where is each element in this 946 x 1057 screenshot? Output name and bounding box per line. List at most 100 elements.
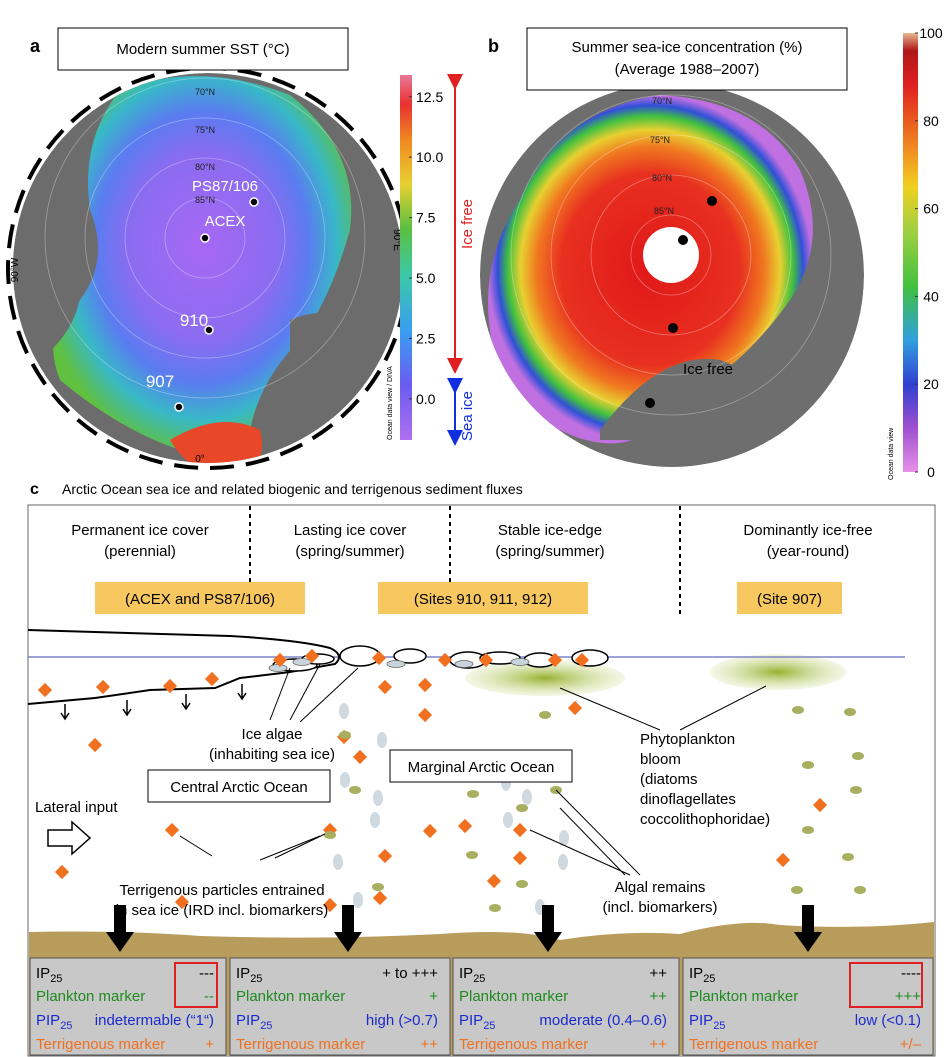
marker-subscript: 25: [260, 1020, 272, 1032]
pip-value: moderate (0.4–0.6): [539, 1012, 667, 1029]
zone-period: (perennial): [104, 543, 176, 560]
terrigenous-particle: [478, 652, 494, 668]
ip-value: ---: [199, 965, 214, 982]
terrigenous-particle: [775, 852, 791, 868]
site-dot: [204, 325, 214, 335]
ice-algae-remain: [503, 812, 513, 828]
latitude-circle: [84, 117, 326, 359]
pip-value: indetermable (“1“): [95, 1012, 214, 1029]
flux-arrow: [534, 905, 562, 952]
flux-arrow: [794, 905, 822, 952]
ice-algae-label: (inhabiting sea ice): [209, 746, 335, 763]
pointer: [179, 835, 213, 857]
site-label: PS87/106: [192, 178, 258, 195]
terrigenous-particle: [486, 873, 502, 889]
algal-remain: [489, 904, 501, 912]
highlight-box: [849, 962, 923, 1008]
zone-period: (year-round): [767, 543, 850, 560]
map-a: [13, 73, 403, 463]
site-box-label: (Sites 910, 911, 912): [414, 591, 552, 608]
ice-export-arrow: [237, 684, 247, 701]
pointer: [299, 667, 359, 723]
ice-export-arrow: [60, 704, 70, 721]
terrigenous-particle: [95, 679, 111, 695]
terrigenous-particle: [37, 682, 53, 698]
ice-algae-remain: [522, 789, 532, 805]
terrigenous-particle: [417, 677, 433, 693]
colorbar-tick-label: 0.0: [416, 391, 436, 407]
plankton-value: +++: [895, 988, 922, 1005]
terrigenous-particle: [547, 652, 563, 668]
terrigenous-label: Terrigenous particles entrained: [119, 882, 324, 899]
pointer: [559, 807, 626, 876]
pointer: [679, 685, 767, 731]
pointer: [529, 829, 631, 876]
terrigenous-marker-label: Terrigenous marker: [459, 1036, 588, 1053]
ice-export-arrow: [181, 694, 191, 711]
ip-value: ----: [901, 965, 921, 982]
marker-name: IP: [236, 965, 250, 982]
terrigenous-label: in sea ice (IRD incl. biomarkers): [116, 902, 329, 919]
ice-algae: [386, 660, 406, 668]
pointer: [269, 667, 291, 721]
terrigenous-particle: [512, 850, 528, 866]
algal-remain: [842, 853, 854, 861]
zone-period: (spring/summer): [495, 543, 604, 560]
terrigenous-particle: [377, 848, 393, 864]
ice-algae-remain: [377, 732, 387, 748]
ip-value: ++: [649, 965, 667, 982]
ice-algae-remain: [558, 854, 568, 870]
terrigenous-particle: [54, 864, 70, 880]
credit: Ocean data view / DIVA: [387, 366, 394, 440]
marker-subscript: 25: [60, 1020, 72, 1032]
title-box: [526, 27, 848, 91]
ice-free-label: Ice free: [459, 199, 476, 249]
panel-label: b: [488, 36, 499, 56]
terrigenous-marker-label: Terrigenous marker: [689, 1036, 818, 1053]
ice-free-label: Ice free: [683, 361, 733, 378]
terrigenous-particle: [422, 823, 438, 839]
terrigenous-marker-label: Terrigenous marker: [36, 1036, 165, 1053]
algal-remain: [791, 886, 803, 894]
title-box: [57, 27, 349, 71]
colorbar-tick-label: 80: [923, 113, 939, 129]
terrigenous-marker-label: Terrigenous marker: [236, 1036, 365, 1053]
colorbar-tick-label: 0: [927, 464, 935, 480]
terrigenous-particle: [567, 700, 583, 716]
panel-title: Modern summer SST (°C): [116, 41, 289, 58]
panel-label: c: [30, 481, 39, 498]
algal-remain: [802, 826, 814, 834]
colorbar-tick-label: 7.5: [416, 210, 436, 226]
algal-remain: [516, 880, 528, 888]
grid-label: 0°: [195, 454, 205, 465]
latitude-circle: [510, 94, 832, 416]
ice-algae: [510, 658, 530, 666]
grid-label: 70°N: [195, 87, 215, 97]
colorbar-tick-label: 10.0: [416, 149, 443, 165]
marker-name: IP: [689, 965, 703, 982]
lateral-arrow: [47, 820, 92, 856]
terrigenous-value: ++: [649, 1036, 667, 1053]
algal-remain: [852, 752, 864, 760]
marker-name: PIP: [36, 1012, 60, 1029]
terrigenous-particle: [437, 652, 453, 668]
phytoplankton-label: Phytoplankton: [640, 731, 735, 748]
marker-label: IP25: [459, 965, 485, 985]
colorbar-tick-label: 20: [923, 376, 939, 392]
algal-remain: [372, 883, 384, 891]
site-label: ACEX: [205, 213, 246, 230]
panel-subtitle: (Average 1988–2007): [615, 61, 760, 78]
terrigenous-particle: [322, 897, 338, 913]
site-dot: [707, 196, 717, 206]
marker-name: PIP: [689, 1012, 713, 1029]
ice-algae-remain: [339, 703, 349, 719]
marker-name: PIP: [236, 1012, 260, 1029]
region-box: [389, 749, 573, 783]
open-water: [600, 358, 800, 440]
panel-title: Summer sea-ice concentration (%): [572, 39, 803, 56]
ice-sheet: [27, 629, 340, 705]
algal-remain: [792, 706, 804, 714]
colorbar-tick-label: 60: [923, 201, 939, 217]
marker-label: PIP25: [689, 1012, 725, 1032]
marker-subscript: 25: [703, 973, 715, 985]
